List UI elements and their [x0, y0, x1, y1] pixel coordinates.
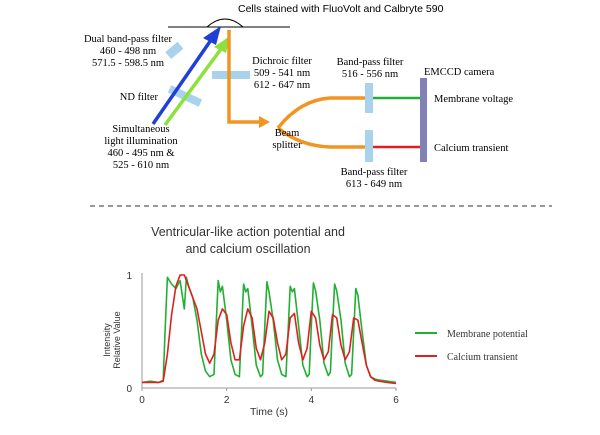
beam-splitter-upper-branch: [276, 96, 368, 130]
legend-label: Calcium transient: [447, 352, 518, 363]
series-line-calcium-transient: [142, 274, 397, 385]
dual-bandpass-filter: [165, 41, 184, 59]
optics-diagram: Cells stained with FluoVolt and Calbryte…: [84, 3, 513, 190]
legend-label: Membrane potential: [447, 329, 528, 340]
green-excitation-beam: [163, 47, 223, 127]
bandpass-filter-bottom: [365, 130, 373, 162]
dichroic-range-1: 509 - 541 nm: [254, 68, 310, 79]
chart-title-line-1: Ventricular-like action potential and: [151, 225, 345, 239]
bandpass-top-range: 516 - 556 nm: [342, 69, 398, 80]
beam-splitter-label-1: Beam: [275, 128, 300, 139]
orange-beam-arrowhead: [259, 116, 270, 128]
series-line-membrane-potential: [141, 276, 397, 384]
sample-label: Cells stained with FluoVolt and Calbryte…: [238, 3, 444, 15]
nd-filter-label: ND filter: [120, 92, 159, 103]
action-potential-chart: Ventricular-like action potential and an…: [102, 225, 528, 418]
bandpass-top-title: Band-pass filter: [337, 57, 404, 68]
chart-title-line-2: and calcium oscillation: [185, 242, 310, 256]
bandpass-filter-top: [365, 83, 373, 113]
x-tick-label: 4: [309, 395, 315, 406]
blue-beam-arrowhead: [203, 26, 221, 45]
dichroic-filter-glass: [212, 71, 250, 79]
bandpass-bottom-range: 613 - 649 nm: [346, 179, 402, 190]
dual-filter-range-1: 460 - 498 nm: [100, 46, 156, 57]
bandpass-bottom-title: Band-pass filter: [341, 167, 408, 178]
y-tick-label: 1: [126, 271, 132, 282]
chart-legend: Membrane potential Calcium transient: [415, 329, 528, 363]
x-tick-label: 0: [139, 395, 145, 406]
y-tick-label: 0: [126, 384, 132, 395]
orange-emission-beam: [227, 30, 264, 124]
emccd-camera: [420, 78, 427, 162]
blue-excitation-beam: [151, 39, 213, 125]
y-axis-label-line-2: Relative Value: [112, 311, 122, 368]
x-axis-label: Time (s): [250, 406, 288, 418]
illumination-line-3: 460 - 495 nm &: [107, 148, 174, 159]
calcium-transient-label: Calcium transient: [434, 143, 508, 154]
illumination-line-2: light illumination: [104, 136, 178, 147]
y-axis-label-line-1: Intensity: [102, 323, 112, 357]
chart-series: [141, 274, 397, 385]
dichroic-title: Dichroic filter: [252, 56, 312, 67]
x-tick-label: 2: [224, 395, 230, 406]
x-tick-label: 6: [393, 395, 399, 406]
dichroic-range-2: 612 - 647 nm: [254, 80, 310, 91]
sample-dome: [206, 18, 244, 28]
illumination-line-1: Simultaneous: [112, 124, 169, 135]
beam-splitter-label-2: splitter: [272, 140, 302, 151]
camera-label: EMCCD camera: [424, 67, 495, 78]
dual-filter-title: Dual band-pass filter: [84, 34, 173, 45]
dual-filter-range-2: 571.5 - 598.5 nm: [92, 58, 164, 69]
green-beam-arrowhead: [214, 36, 230, 53]
beam-splitter-lower-branch: [276, 126, 368, 149]
membrane-voltage-label: Membrane voltage: [434, 94, 513, 105]
illumination-line-4: 525 - 610 nm: [113, 160, 169, 171]
chart-axes: 0 2 4 6 0 1: [126, 271, 399, 406]
